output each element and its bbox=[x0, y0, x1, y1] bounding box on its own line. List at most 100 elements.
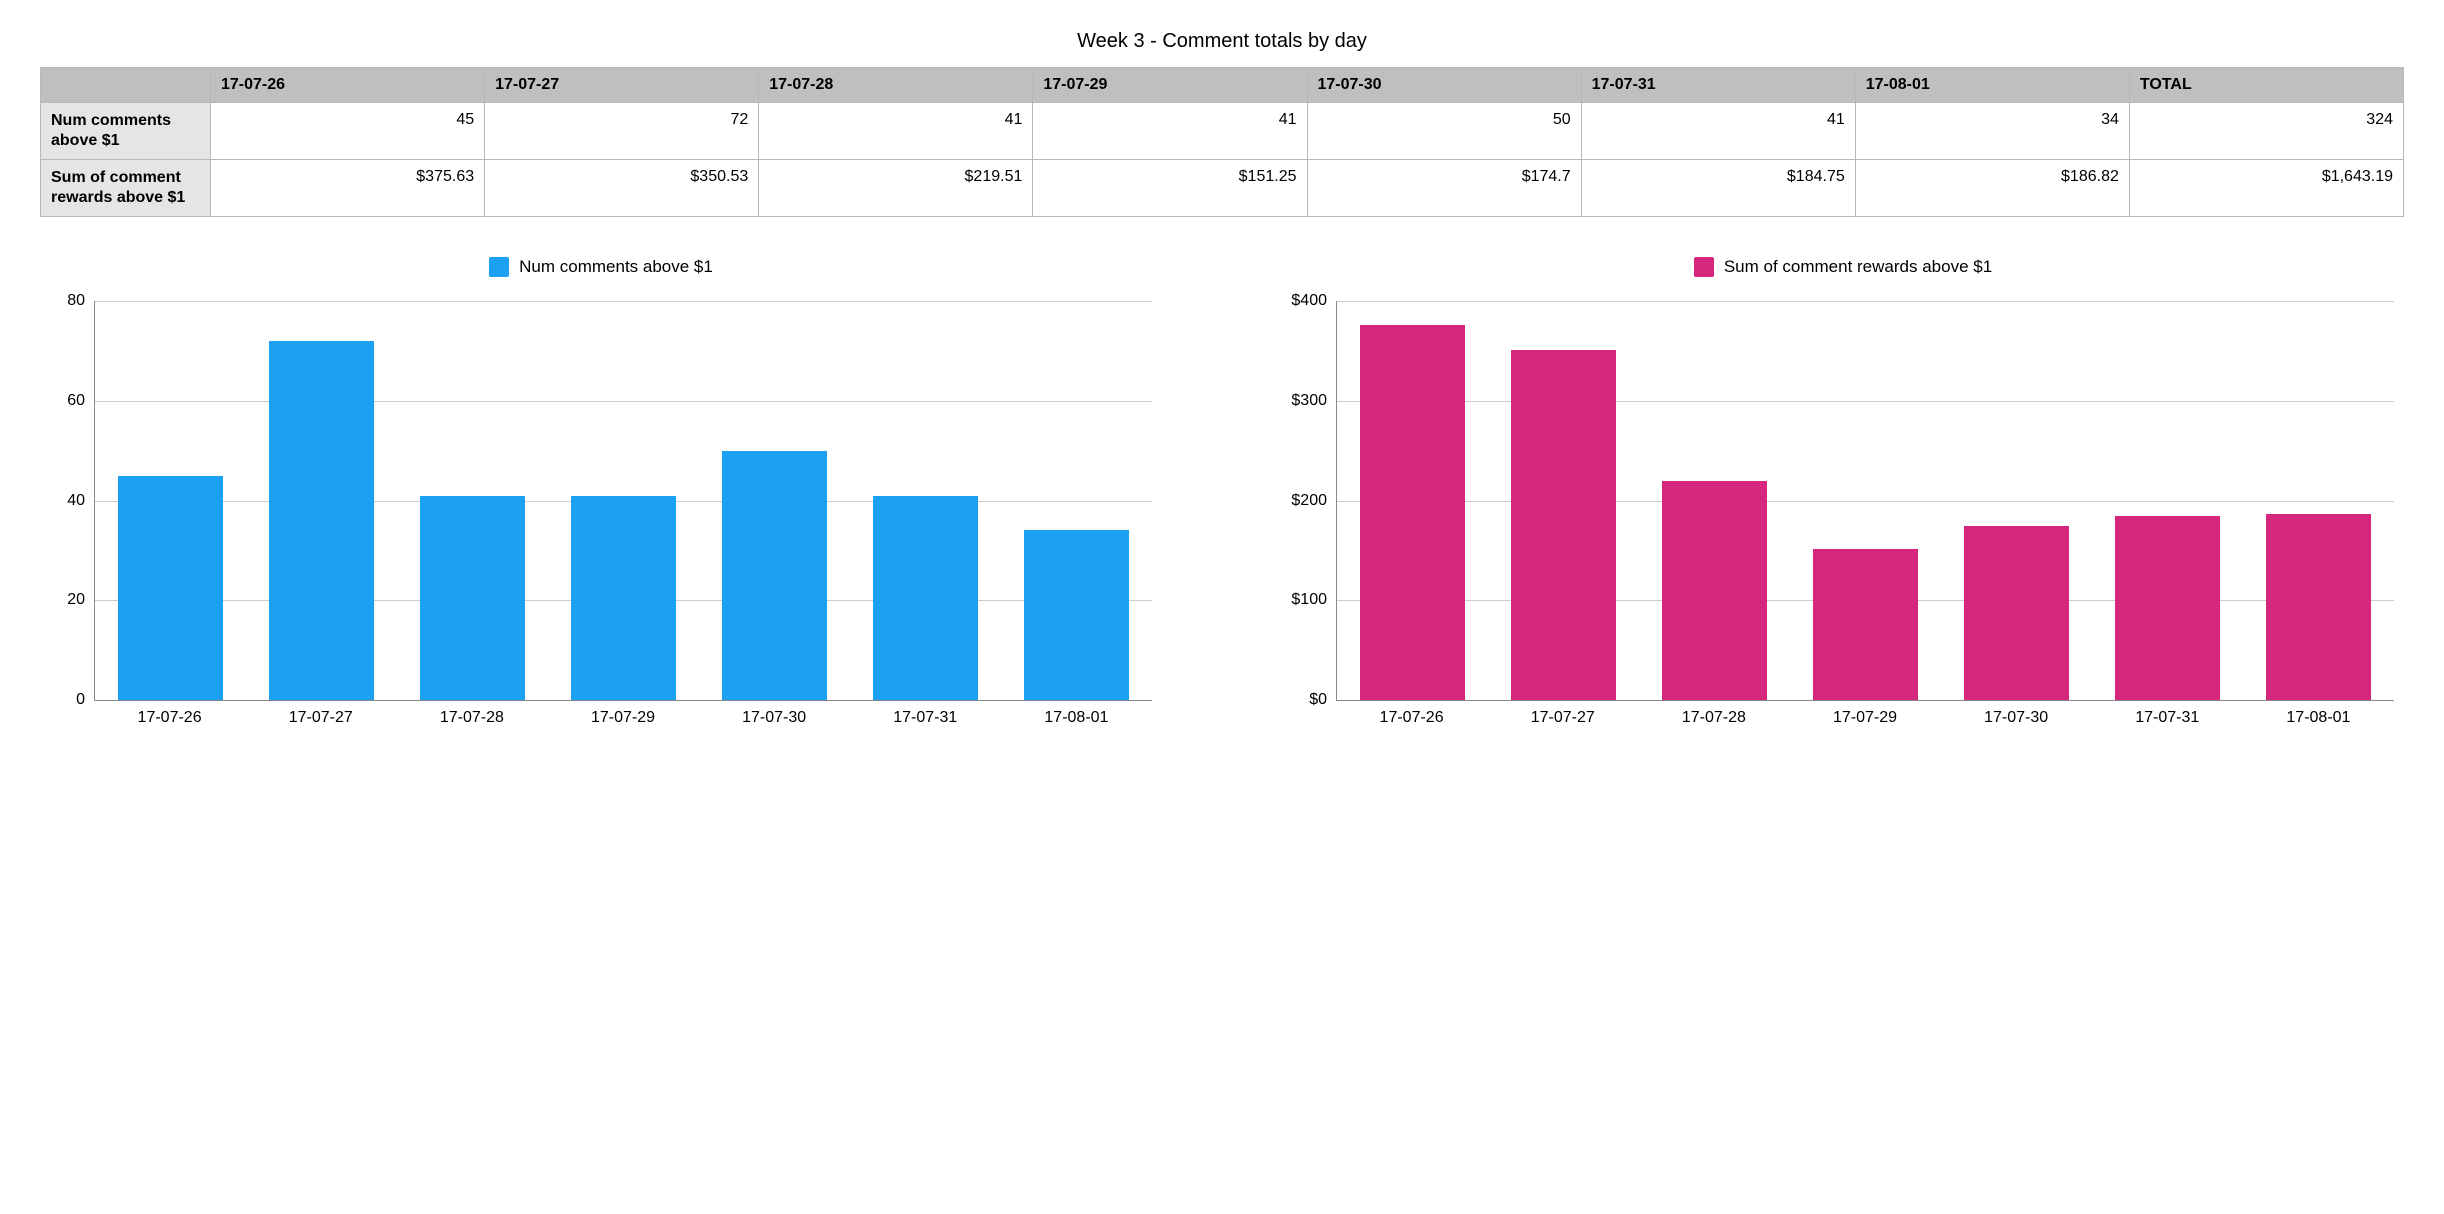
bars-group bbox=[95, 301, 1152, 700]
bar bbox=[420, 496, 526, 700]
legend-label: Sum of comment rewards above $1 bbox=[1724, 257, 1992, 277]
ytick-label: $0 bbox=[1309, 691, 1337, 709]
xtick-label: 17-07-29 bbox=[1789, 709, 1940, 727]
table-row-header: Sum of comment rewards above $1 bbox=[41, 160, 211, 217]
table-cell: $174.7 bbox=[1307, 160, 1581, 217]
legend-swatch-icon bbox=[489, 257, 509, 277]
bar bbox=[1964, 526, 2070, 700]
bar-slot bbox=[1790, 301, 1941, 700]
bar-slot bbox=[1488, 301, 1639, 700]
table-cell: $186.82 bbox=[1855, 160, 2129, 217]
table-col-header: 17-07-26 bbox=[211, 68, 485, 103]
ytick-label: 60 bbox=[67, 392, 95, 410]
chart-left-xlabels: 17-07-2617-07-2717-07-2817-07-2917-07-30… bbox=[94, 709, 1152, 727]
table-cell: 50 bbox=[1307, 103, 1581, 160]
ytick-label: 20 bbox=[67, 591, 95, 609]
chart-left-legend: Num comments above $1 bbox=[40, 257, 1162, 277]
legend-label: Num comments above $1 bbox=[519, 257, 713, 277]
bars-group bbox=[1337, 301, 2394, 700]
xtick-label: 17-08-01 bbox=[2243, 709, 2394, 727]
bar-slot bbox=[1941, 301, 2092, 700]
table-header-row: 17-07-2617-07-2717-07-2817-07-2917-07-30… bbox=[41, 68, 2404, 103]
table-cell: 41 bbox=[1033, 103, 1307, 160]
bar bbox=[722, 451, 828, 700]
ytick-label: 40 bbox=[67, 492, 95, 510]
bar bbox=[1360, 325, 1466, 700]
table-row: Num comments above $145724141504134324 bbox=[41, 103, 2404, 160]
bar bbox=[1511, 350, 1617, 700]
bar-slot bbox=[95, 301, 246, 700]
xtick-label: 17-07-31 bbox=[2092, 709, 2243, 727]
table-cell: 45 bbox=[211, 103, 485, 160]
table-col-header: 17-07-28 bbox=[759, 68, 1033, 103]
bar bbox=[1662, 481, 1768, 700]
ytick-label: $400 bbox=[1291, 292, 1337, 310]
chart-left: Num comments above $1 020406080 17-07-26… bbox=[40, 257, 1162, 727]
bar bbox=[269, 341, 375, 700]
xtick-label: 17-07-31 bbox=[850, 709, 1001, 727]
bar bbox=[2115, 516, 2221, 700]
table-col-header: 17-07-27 bbox=[485, 68, 759, 103]
table-col-header: 17-07-29 bbox=[1033, 68, 1307, 103]
bar-slot bbox=[850, 301, 1001, 700]
bar bbox=[1024, 530, 1130, 700]
ytick-label: $300 bbox=[1291, 392, 1337, 410]
bar bbox=[873, 496, 979, 700]
xtick-label: 17-08-01 bbox=[1001, 709, 1152, 727]
table-cell: 72 bbox=[485, 103, 759, 160]
legend-swatch-icon bbox=[1694, 257, 1714, 277]
xtick-label: 17-07-28 bbox=[396, 709, 547, 727]
xtick-label: 17-07-30 bbox=[1941, 709, 2092, 727]
table-cell: 324 bbox=[2129, 103, 2403, 160]
chart-right: Sum of comment rewards above $1 $0$100$2… bbox=[1282, 257, 2404, 727]
xtick-label: 17-07-28 bbox=[1638, 709, 1789, 727]
ytick-label: $100 bbox=[1291, 591, 1337, 609]
table-col-header: 17-07-31 bbox=[1581, 68, 1855, 103]
table-cell: $350.53 bbox=[485, 160, 759, 217]
bar-slot bbox=[246, 301, 397, 700]
chart-right-xlabels: 17-07-2617-07-2717-07-2817-07-2917-07-30… bbox=[1336, 709, 2394, 727]
table-col-header: 17-08-01 bbox=[1855, 68, 2129, 103]
chart-right-legend: Sum of comment rewards above $1 bbox=[1282, 257, 2404, 277]
bar bbox=[2266, 514, 2372, 700]
charts-container: Num comments above $1 020406080 17-07-26… bbox=[40, 257, 2404, 727]
ytick-label: 0 bbox=[76, 691, 95, 709]
bar-slot bbox=[1639, 301, 1790, 700]
bar-slot bbox=[699, 301, 850, 700]
bar-slot bbox=[2092, 301, 2243, 700]
table-cell: 41 bbox=[1581, 103, 1855, 160]
table-row: Sum of comment rewards above $1$375.63$3… bbox=[41, 160, 2404, 217]
chart-left-plot: 020406080 bbox=[94, 301, 1152, 701]
page-title: Week 3 - Comment totals by day bbox=[40, 30, 2404, 53]
table-cell: $151.25 bbox=[1033, 160, 1307, 217]
ytick-label: 80 bbox=[67, 292, 95, 310]
ytick-label: $200 bbox=[1291, 492, 1337, 510]
table-row-header: Num comments above $1 bbox=[41, 103, 211, 160]
bar-slot bbox=[548, 301, 699, 700]
data-table: 17-07-2617-07-2717-07-2817-07-2917-07-30… bbox=[40, 67, 2404, 217]
table-cell: $219.51 bbox=[759, 160, 1033, 217]
table-corner bbox=[41, 68, 211, 103]
chart-right-plot: $0$100$200$300$400 bbox=[1336, 301, 2394, 701]
bar-slot bbox=[2243, 301, 2394, 700]
bar bbox=[571, 496, 677, 700]
table-cell: 34 bbox=[1855, 103, 2129, 160]
table-col-header: 17-07-30 bbox=[1307, 68, 1581, 103]
bar-slot bbox=[1001, 301, 1152, 700]
xtick-label: 17-07-30 bbox=[699, 709, 850, 727]
xtick-label: 17-07-26 bbox=[94, 709, 245, 727]
table-cell: $184.75 bbox=[1581, 160, 1855, 217]
xtick-label: 17-07-29 bbox=[547, 709, 698, 727]
table-cell: $375.63 bbox=[211, 160, 485, 217]
table-col-header: TOTAL bbox=[2129, 68, 2403, 103]
xtick-label: 17-07-27 bbox=[1487, 709, 1638, 727]
bar bbox=[1813, 549, 1919, 700]
xtick-label: 17-07-26 bbox=[1336, 709, 1487, 727]
bar bbox=[118, 476, 224, 700]
table-cell: 41 bbox=[759, 103, 1033, 160]
table-body: Num comments above $145724141504134324Su… bbox=[41, 103, 2404, 217]
bar-slot bbox=[1337, 301, 1488, 700]
table-cell: $1,643.19 bbox=[2129, 160, 2403, 217]
xtick-label: 17-07-27 bbox=[245, 709, 396, 727]
bar-slot bbox=[397, 301, 548, 700]
